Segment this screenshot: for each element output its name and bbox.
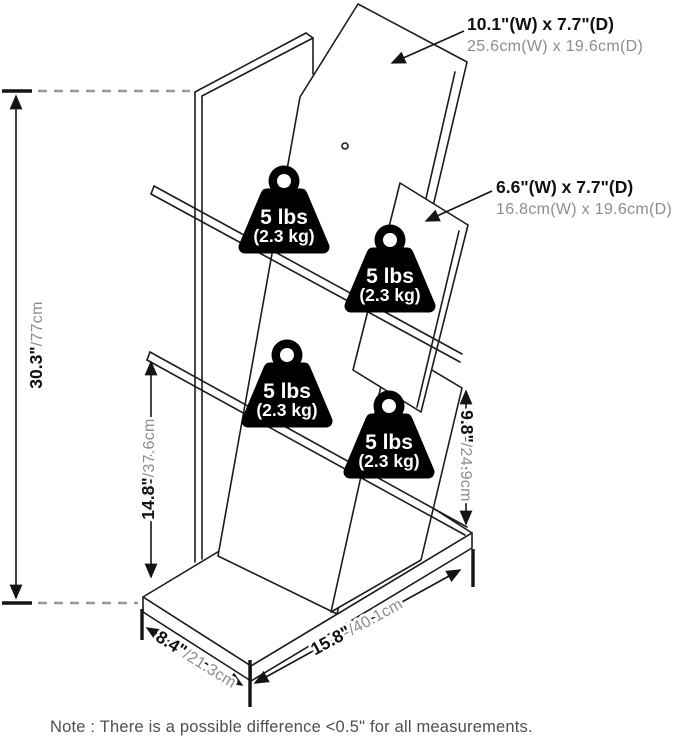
dim-metric: /77cm: [29, 301, 46, 346]
weight-body: [343, 413, 435, 479]
dim-left-height-label: 14.8"/37.6cm: [138, 418, 158, 519]
weight-kg-label: (2.3 kg): [256, 400, 317, 420]
weight-kg-label: (2.3 kg): [358, 451, 419, 471]
dim-overall-height-label: 30.3"/77cm: [26, 301, 46, 388]
weight-icon: 5 lbs (2.3 kg): [238, 165, 330, 254]
shelf-2-top-edge: [149, 351, 468, 528]
annotation-side-shelf: 6.6"(W) x 7.7"(D) 16.8cm(W) x 19.6cm(D): [424, 177, 672, 222]
shelf-board-1: [150, 185, 463, 363]
dim-imperial: 14.8": [138, 477, 158, 519]
dim-right-height-label: 9.8"/24.9cm: [457, 410, 477, 502]
leader-arrow: [424, 190, 493, 222]
weight-lbs-label: 5 lbs: [366, 265, 414, 288]
measurement-note: Note : There is a possible difference <0…: [50, 718, 533, 736]
weight-body: [241, 362, 333, 428]
shelf-board-2: [146, 351, 468, 536]
shelf-2-end-cap: [146, 351, 151, 361]
leader-arrow: [390, 30, 465, 64]
weight-kg-label: (2.3 kg): [359, 285, 420, 305]
dim-imperial: 30.3": [26, 346, 46, 388]
bookshelf-drawing: [142, 3, 473, 682]
weight-kg-label: (2.3 kg): [253, 226, 314, 246]
weight-ring-hole: [383, 233, 397, 247]
weight-icon: 5 lbs (2.3 kg): [241, 339, 333, 428]
weight-icon: 5 lbs (2.3 kg): [343, 390, 435, 479]
dim-metric: /37.6cm: [141, 418, 158, 477]
weight-lbs-label: 5 lbs: [263, 380, 311, 403]
shelf-2-bottom-edge: [146, 359, 466, 536]
dim-metric: /24.9cm: [457, 443, 474, 502]
dim-arrow-line: [145, 627, 244, 686]
back-panel-end-cap: [305, 32, 314, 39]
weight-lbs-label: 5 lbs: [365, 431, 413, 454]
dim-right-section-height: 9.8"/24.9cm: [454, 389, 480, 526]
shelf-1-bottom-edge: [150, 193, 461, 363]
weight-ring-hole: [277, 174, 291, 188]
annotation-top-shelf-imperial: 10.1"(W) x 7.7"(D): [467, 14, 614, 34]
annotation-side-shelf-metric: 16.8cm(W) x 19.6cm(D): [496, 201, 672, 218]
cam-hole: [341, 142, 349, 150]
weight-body: [344, 247, 436, 313]
weight-lbs-label: 5 lbs: [260, 206, 308, 229]
annotation-top-shelf-metric: 25.6cm(W) x 19.6cm(D): [467, 38, 643, 55]
back-panel: [194, 32, 314, 563]
shelf-1-top-edge: [153, 185, 463, 355]
annotation-top-shelf: 10.1"(W) x 7.7"(D) 25.6cm(W) x 19.6cm(D): [390, 14, 643, 64]
weight-body: [238, 188, 330, 254]
dim-overall-height: 30.3"/77cm: [2, 89, 190, 605]
dim-left-section-height: 14.8"/37.6cm: [135, 360, 161, 579]
weight-ring-hole: [382, 399, 396, 413]
branch-board-upper-thickness-edge: [416, 230, 460, 408]
back-panel-top-edge: [201, 37, 314, 97]
weight-ring-hole: [280, 348, 294, 362]
shelf-1-end-cap: [150, 185, 155, 195]
annotation-side-shelf-imperial: 6.6"(W) x 7.7"(D): [496, 177, 633, 197]
weight-icon: 5 lbs (2.3 kg): [344, 224, 436, 313]
dim-arrow-line: [253, 569, 462, 684]
dim-imperial: 9.8": [457, 410, 477, 443]
weight-icons: 5 lbs (2.3 kg) 5 lbs (2.3 kg) 5 lbs (2.3…: [238, 165, 436, 479]
back-panel-top-edge: [194, 32, 307, 93]
